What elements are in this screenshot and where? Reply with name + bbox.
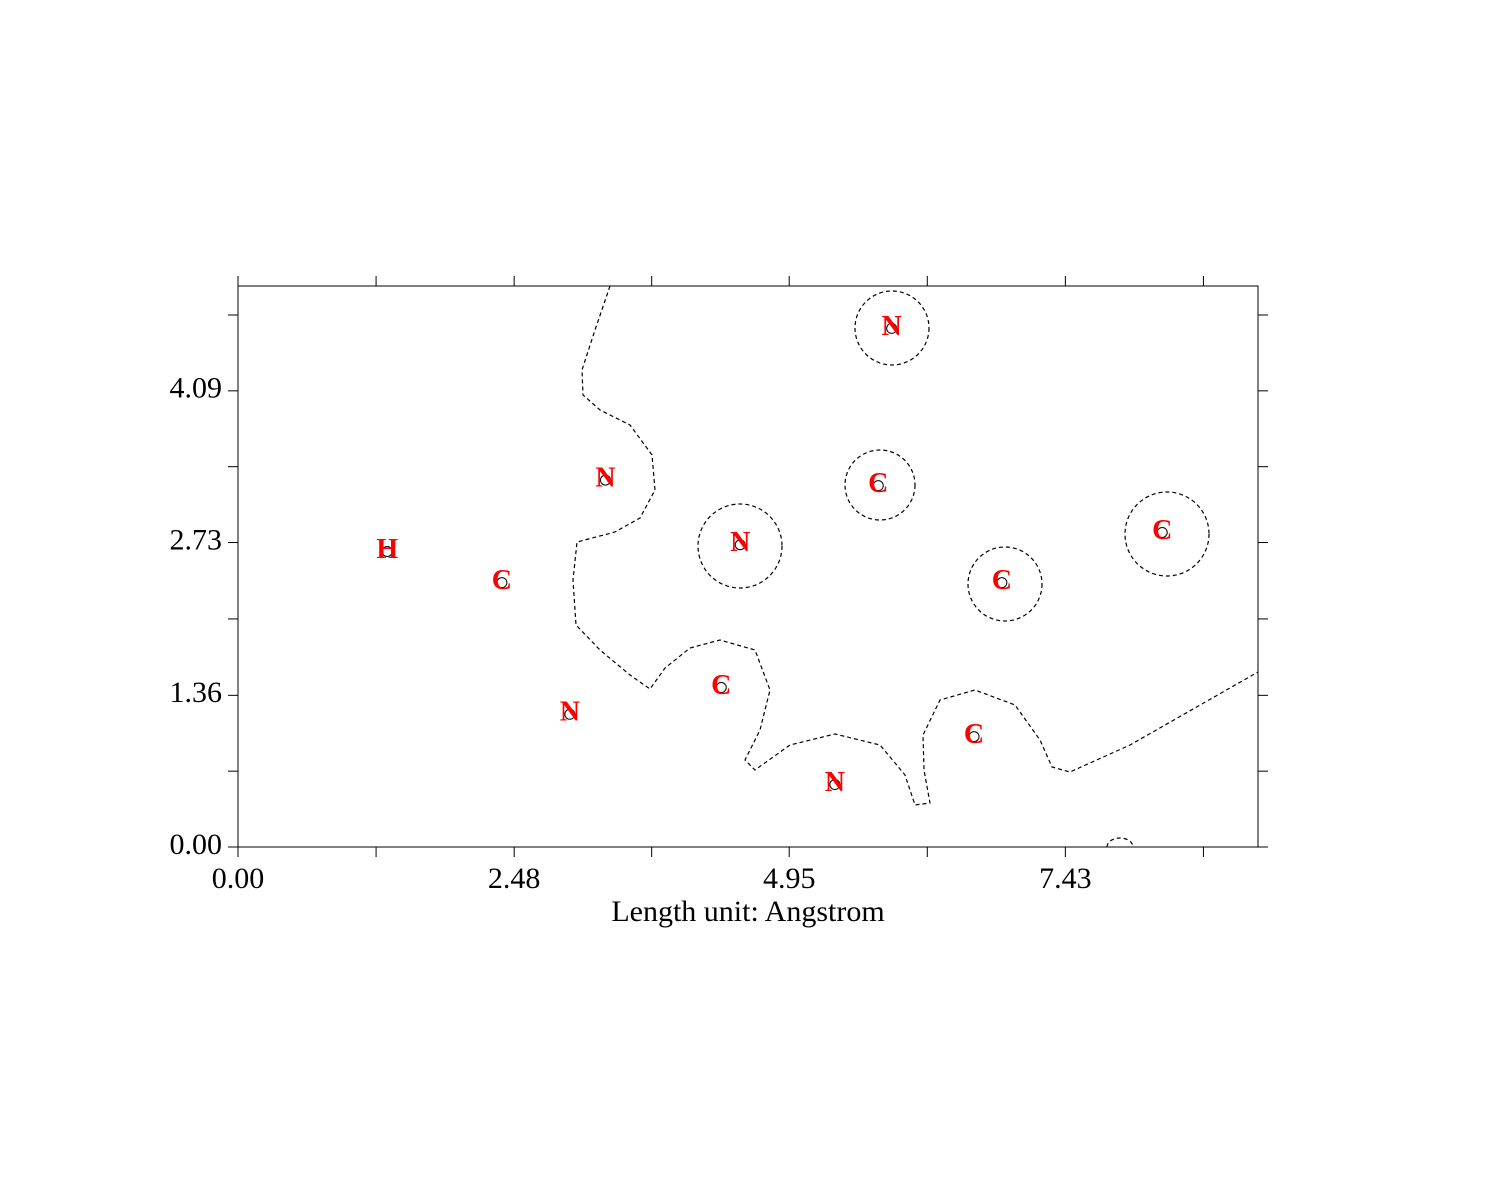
- x-tick-label: 0.00: [212, 862, 265, 895]
- contour-line: [1106, 837, 1134, 848]
- atom-marker: [496, 577, 508, 589]
- plot-frame: [237, 285, 1259, 848]
- contour-line: [844, 449, 916, 521]
- atom-marker: [381, 545, 393, 557]
- atom-label: C: [992, 565, 1012, 596]
- atom-label: N: [825, 767, 845, 798]
- y-tick-label: 4.09: [170, 372, 223, 405]
- atom-label: N: [595, 462, 615, 493]
- atom-label: N: [730, 527, 750, 558]
- contour-line: [967, 546, 1043, 622]
- atom-label: C: [711, 670, 731, 701]
- contour-line: [697, 503, 783, 589]
- atom-marker: [734, 539, 746, 551]
- contour-line: [854, 290, 930, 366]
- x-axis-label: Length unit: Angstrom: [611, 895, 884, 928]
- contour-line: [1124, 491, 1210, 577]
- atom-label: C: [492, 565, 512, 596]
- y-tick-label: 2.73: [170, 523, 223, 556]
- atom-label: H: [376, 534, 398, 565]
- atom-label: C: [964, 719, 984, 750]
- atom-label: C: [868, 468, 888, 499]
- atom-label: N: [882, 311, 902, 342]
- atom-marker: [996, 577, 1008, 589]
- y-tick-label: 1.36: [170, 676, 223, 709]
- contour-line: [572, 285, 1259, 806]
- contours: [572, 285, 1259, 848]
- atom-marker: [1156, 526, 1168, 538]
- atom-label: C: [1152, 515, 1172, 546]
- x-tick-label: 2.48: [488, 862, 541, 895]
- atom-marker: [886, 322, 898, 334]
- atom-marker: [715, 682, 727, 694]
- x-tick-label: 7.43: [1039, 862, 1092, 895]
- atom-marker: [564, 708, 576, 720]
- y-tick-label: 0.00: [170, 828, 223, 861]
- atom-label: N: [560, 697, 580, 728]
- atom-marker: [599, 474, 611, 486]
- x-tick-label: 4.95: [763, 862, 816, 895]
- atom-marker: [872, 480, 884, 492]
- atom-marker: [968, 731, 980, 743]
- atom-marker: [829, 779, 841, 791]
